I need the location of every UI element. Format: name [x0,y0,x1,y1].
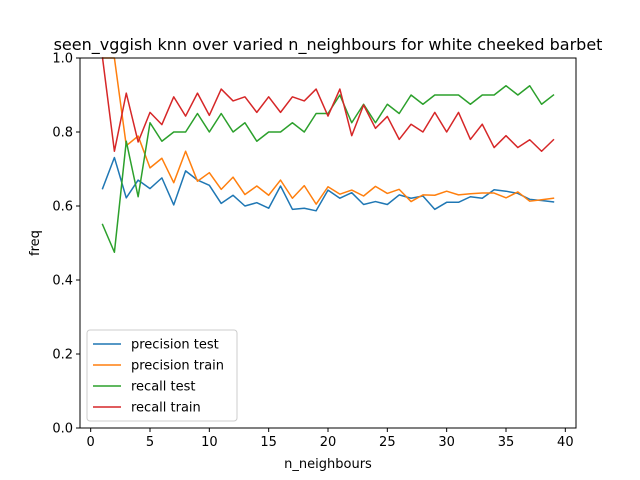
x-tick-label: 5 [146,435,154,450]
y-tick-label: 0.0 [52,422,73,437]
axes-frame [79,57,577,429]
x-tick-label: 15 [260,435,277,450]
legend-label: recall train [131,401,201,416]
x-tick-label: 10 [201,435,218,450]
y-tick-label: 0.6 [52,200,73,215]
legend-label: recall test [131,380,196,395]
legend-label: precision test [131,338,219,353]
y-tick-label: 0.4 [52,274,73,289]
series-lines [101,57,555,253]
y-axis-label: freq [28,230,43,256]
series-line-recall-train [101,57,555,152]
series-line-precision-test [101,156,555,212]
series-line-recall-test [101,85,555,253]
x-tick-label: 40 [557,435,574,450]
x-tick-label: 30 [438,435,455,450]
legend: precision test precision train recall test… [86,329,238,422]
y-tick-label: 1.0 [52,52,73,67]
legend-box [86,329,238,422]
y-axis-ticks: 0.0 0.2 0.4 0.6 0.8 1.0 [52,52,80,437]
x-tick-label: 25 [379,435,396,450]
legend-label: precision train [131,359,224,374]
x-tick-label: 20 [320,435,337,450]
y-tick-label: 0.2 [52,348,73,363]
y-tick-label: 0.8 [52,126,73,141]
series-line-precision-train [101,57,555,205]
x-axis-ticks: 0 5 10 15 20 25 30 35 40 [87,428,574,450]
x-axis-label: n_neighbours [284,457,372,472]
x-tick-label: 35 [498,435,515,450]
x-tick-label: 0 [87,435,95,450]
chart-title: seen_vggish knn over varied n_neighbours… [54,35,603,55]
